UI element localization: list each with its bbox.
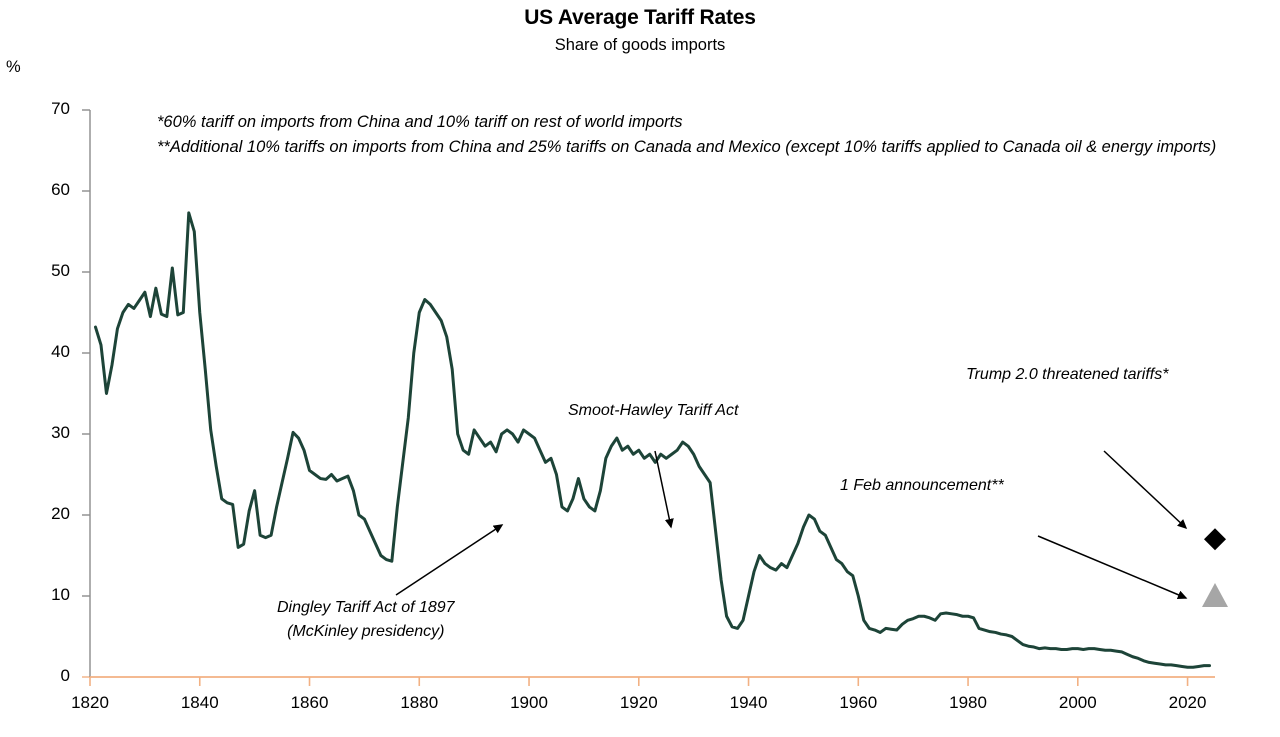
- y-tick-label: 40: [51, 342, 70, 361]
- annotation-dingley-line-2: (McKinley presidency): [287, 623, 445, 640]
- y-axis-unit-label: %: [6, 58, 21, 76]
- arrow-dingley: [395, 524, 504, 596]
- y-tick-label: 10: [51, 585, 70, 604]
- x-tick-label: 2000: [1058, 693, 1097, 712]
- arrow-trump-tariffs: [1103, 450, 1188, 530]
- x-tick-label: 1840: [180, 693, 219, 712]
- footnote-line-1: *60% tariff on imports from China and 10…: [157, 113, 683, 131]
- arrow-feb-announcement: [1037, 535, 1188, 600]
- x-tick-label: 1880: [400, 693, 439, 712]
- y-axis-ticks: [82, 109, 90, 678]
- y-tick-label: 60: [51, 180, 70, 199]
- x-tick-label: 1920: [619, 693, 658, 712]
- annotation-smoot-hawley: Smoot-Hawley Tariff Act: [568, 402, 739, 419]
- y-tick-label: 70: [51, 99, 70, 118]
- footnote-line-2: **Additional 10% tariffs on imports from…: [157, 138, 1217, 156]
- y-tick-label: 50: [51, 261, 70, 280]
- marker-triangle-feb-announcement: [1202, 583, 1228, 608]
- x-tick-label: 2020: [1168, 693, 1207, 712]
- x-tick-label: 1820: [71, 693, 109, 712]
- x-tick-label: 1860: [290, 693, 329, 712]
- y-tick-label: 20: [51, 504, 70, 523]
- arrow-smoot-hawley: [654, 450, 674, 529]
- x-axis-ticks: [89, 677, 1189, 686]
- y-tick-label: 30: [51, 423, 70, 442]
- tariff-rate-line: [93, 211, 1212, 669]
- chart-title: US Average Tariff Rates: [524, 6, 756, 29]
- chart-subtitle: Share of goods imports: [554, 36, 726, 54]
- annotation-feb-announcement: 1 Feb announcement**: [840, 477, 1004, 494]
- x-tick-label: 1980: [949, 693, 987, 712]
- y-tick-label: 0: [60, 666, 70, 685]
- x-tick-label: 1900: [510, 693, 548, 712]
- footnotes-block: *60% tariff on imports from China and 10…: [157, 110, 1267, 160]
- annotation-dingley-line-1: Dingley Tariff Act of 1897: [277, 599, 455, 616]
- marker-diamond-trump-threatened: [1204, 528, 1226, 551]
- annotation-dingley: Dingley Tariff Act of 1897 (McKinley pre…: [277, 596, 455, 644]
- annotation-trump-tariffs: Trump 2.0 threatened tariffs*: [966, 366, 1169, 383]
- x-tick-label: 1960: [839, 693, 878, 712]
- x-tick-label: 1940: [729, 693, 768, 712]
